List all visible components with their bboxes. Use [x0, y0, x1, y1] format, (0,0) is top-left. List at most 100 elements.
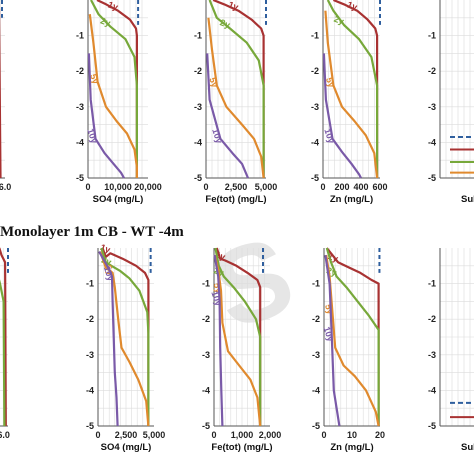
y-tick-label: -1 — [194, 31, 202, 41]
series-line-1y — [96, 0, 138, 178]
y-tick-label: -4 — [428, 385, 436, 395]
y-tick-label: -3 — [76, 102, 84, 112]
chart-panel-3: -1 -2 -3 -4 -50 2,500 5,000 Fe(tot) (mg/L) 1y 2y 5… — [194, 0, 277, 205]
series-line-5y — [88, 14, 138, 178]
y-tick-label: -1 — [428, 31, 436, 41]
series-line-1y — [332, 0, 379, 178]
y-tick-label: -3 — [86, 350, 94, 360]
x-tick-label: 6.0 — [0, 182, 11, 192]
y-tick-label: -4 — [312, 385, 320, 395]
x-tick-label: 0 — [320, 182, 325, 192]
series-label-5y: 5y — [324, 76, 337, 89]
x-tick-label: 0 — [95, 430, 100, 440]
series-line-2y — [208, 0, 265, 178]
y-tick-label: -4 — [311, 137, 319, 147]
x-tick-label: 0 — [85, 182, 90, 192]
y-tick-label: -3 — [194, 102, 202, 112]
series-label-10y: 10y — [322, 127, 336, 144]
x-tick-label: 5,000 — [255, 182, 278, 192]
y-tick-label: -1 — [311, 31, 319, 41]
y-tick-label: -2 — [428, 314, 436, 324]
y-tick-label: -3 — [202, 350, 210, 360]
y-tick-label: -5 — [312, 421, 320, 431]
x-tick-label: 1,000 — [231, 430, 254, 440]
y-tick-label: -4 — [76, 137, 84, 147]
series-label-1y: 1y — [107, 0, 120, 12]
chart-panel-6: 6.0H — [0, 247, 10, 440]
y-tick-label: -2 — [76, 66, 84, 76]
x-tick-label: 2,500 — [225, 182, 248, 192]
series-line-10y — [206, 53, 250, 179]
y-tick-label: -4 — [202, 385, 210, 395]
series-line-2y — [0, 279, 6, 427]
series-line-2y — [100, 247, 150, 426]
y-tick-label: -2 — [428, 66, 436, 76]
chart-panel-2: -1 -2 -3 -4 -50 10,000 20,000 SO4 (mg/L) 1y 2y 5y 1… — [76, 0, 162, 205]
x-tick-label: 400 — [353, 182, 368, 192]
series-line-2y — [214, 247, 262, 426]
series-label-5y: 5y — [88, 73, 101, 86]
series-line-1y — [101, 247, 150, 426]
series-label-5y: 5y — [323, 303, 336, 316]
y-tick-label: -5 — [428, 173, 436, 183]
x-axis-label: Sulf — [461, 442, 474, 453]
x-axis-label: Fe(tot) (mg/L) — [211, 442, 272, 453]
series-line-10y — [213, 254, 224, 427]
y-tick-label: -2 — [311, 66, 319, 76]
x-tick-label: 0 — [321, 430, 326, 440]
y-tick-label: -1 — [428, 279, 436, 289]
y-tick-label: -2 — [194, 66, 202, 76]
series-line-10y — [98, 251, 119, 427]
chart-panel-10: -1 -2 -3 -4 -5 Sulf — [428, 248, 474, 453]
y-tick-label: -3 — [428, 350, 436, 360]
series-line-1y — [0, 247, 7, 427]
series-line-10y — [87, 53, 125, 179]
y-tick-label: -1 — [202, 279, 210, 289]
y-tick-label: -3 — [312, 350, 320, 360]
y-tick-label: -5 — [76, 173, 84, 183]
y-tick-label: -5 — [194, 173, 202, 183]
series-label-10y: 10y — [102, 265, 116, 282]
x-axis-label: Sulf — [461, 194, 474, 205]
x-axis-label: Zn (mg/L) — [330, 194, 373, 205]
x-tick-label: 10 — [347, 430, 357, 440]
series-line-10y — [324, 254, 341, 427]
series-label-1y: 1y — [346, 0, 359, 12]
y-tick-label: -4 — [428, 137, 436, 147]
y-tick-label: -2 — [86, 314, 94, 324]
y-tick-label: -5 — [86, 421, 94, 431]
x-tick-label: 0 — [211, 430, 216, 440]
series-line-2y — [326, 0, 379, 178]
x-tick-label: 20,000 — [134, 182, 162, 192]
series-line-1y — [215, 247, 262, 426]
x-tick-label: 20 — [375, 430, 385, 440]
x-axis-label: Fe(tot) (mg/L) — [205, 194, 266, 205]
chart-panel-1: 4.06.0H — [0, 0, 11, 192]
x-tick-label: 6.0 — [0, 430, 10, 440]
series-label-1y: 1y — [227, 0, 240, 12]
series-line-5y — [324, 10, 379, 179]
y-tick-label: -4 — [194, 137, 202, 147]
x-tick-label: 5,000 — [143, 430, 166, 440]
series-label-5y: 5y — [207, 76, 220, 89]
y-tick-label: -3 — [428, 102, 436, 112]
y-tick-label: -1 — [86, 279, 94, 289]
panel-title: Monolayer 1m CB - WT -4m — [0, 224, 184, 240]
y-tick-label: -1 — [76, 31, 84, 41]
x-tick-label: 2,000 — [259, 430, 282, 440]
x-tick-label: 2,500 — [115, 430, 138, 440]
series-line-1y — [325, 247, 380, 426]
series-label-2y: 2y — [333, 14, 346, 27]
series-label-2y: 2y — [219, 17, 232, 30]
series-label-10y: 10y — [210, 127, 224, 144]
x-tick-label: 200 — [334, 182, 349, 192]
x-tick-label: 0 — [203, 182, 208, 192]
x-tick-label: 600 — [372, 182, 387, 192]
series-line-5y — [207, 17, 265, 179]
